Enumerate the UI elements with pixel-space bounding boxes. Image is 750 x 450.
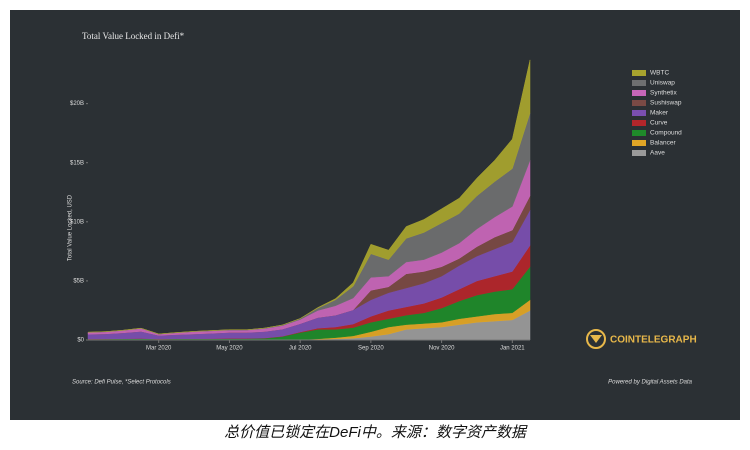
x-tick-label: Jan 2021: [500, 346, 525, 352]
source: Source: Defi Pulse, *Select Protocols: [72, 380, 171, 386]
legend-label: Uniswap: [650, 80, 675, 87]
legend-swatch: [632, 80, 646, 86]
legend-swatch: [632, 140, 646, 146]
legend-label: Compound: [650, 130, 682, 137]
x-tick-label: May 2020: [216, 346, 243, 352]
brand: COINTELEGRAPH: [610, 335, 697, 346]
legend-label: Synthetix: [650, 90, 677, 97]
legend-label: Curve: [650, 120, 668, 127]
y-axis-label: Total Value Locked, USD: [68, 194, 74, 261]
legend-swatch: [632, 70, 646, 76]
legend-label: Aave: [650, 150, 665, 157]
legend-label: WBTC: [650, 70, 669, 77]
legend-swatch: [632, 110, 646, 116]
legend-swatch: [632, 150, 646, 156]
credit: Powered by Digital Assets Data: [608, 380, 692, 386]
y-tick-label: $5B: [73, 278, 84, 284]
y-tick-label: $15B: [70, 160, 84, 166]
y-tick-label: $0: [77, 338, 84, 344]
chart-title: Total Value Locked in Defi*: [82, 31, 185, 41]
logo: [586, 329, 606, 349]
legend-swatch: [632, 90, 646, 96]
legend-label: Sushiswap: [650, 100, 682, 107]
x-tick-label: Sep 2020: [358, 346, 384, 352]
legend-swatch: [632, 130, 646, 136]
x-tick-label: Nov 2020: [429, 346, 455, 352]
legend-label: Maker: [650, 110, 669, 117]
area: [87, 59, 531, 335]
y-tick-label: $20B: [70, 101, 84, 107]
x-tick-label: Mar 2020: [146, 346, 172, 352]
y-tick-label: $10B: [70, 219, 84, 225]
caption: 总价值已锁定在DeFi中。来源：数字资产数据: [224, 424, 528, 441]
x-tick-label: Jul 2020: [289, 346, 312, 352]
panel: [10, 10, 740, 420]
legend-swatch: [632, 120, 646, 126]
legend-swatch: [632, 100, 646, 106]
legend-label: Balancer: [650, 140, 676, 147]
